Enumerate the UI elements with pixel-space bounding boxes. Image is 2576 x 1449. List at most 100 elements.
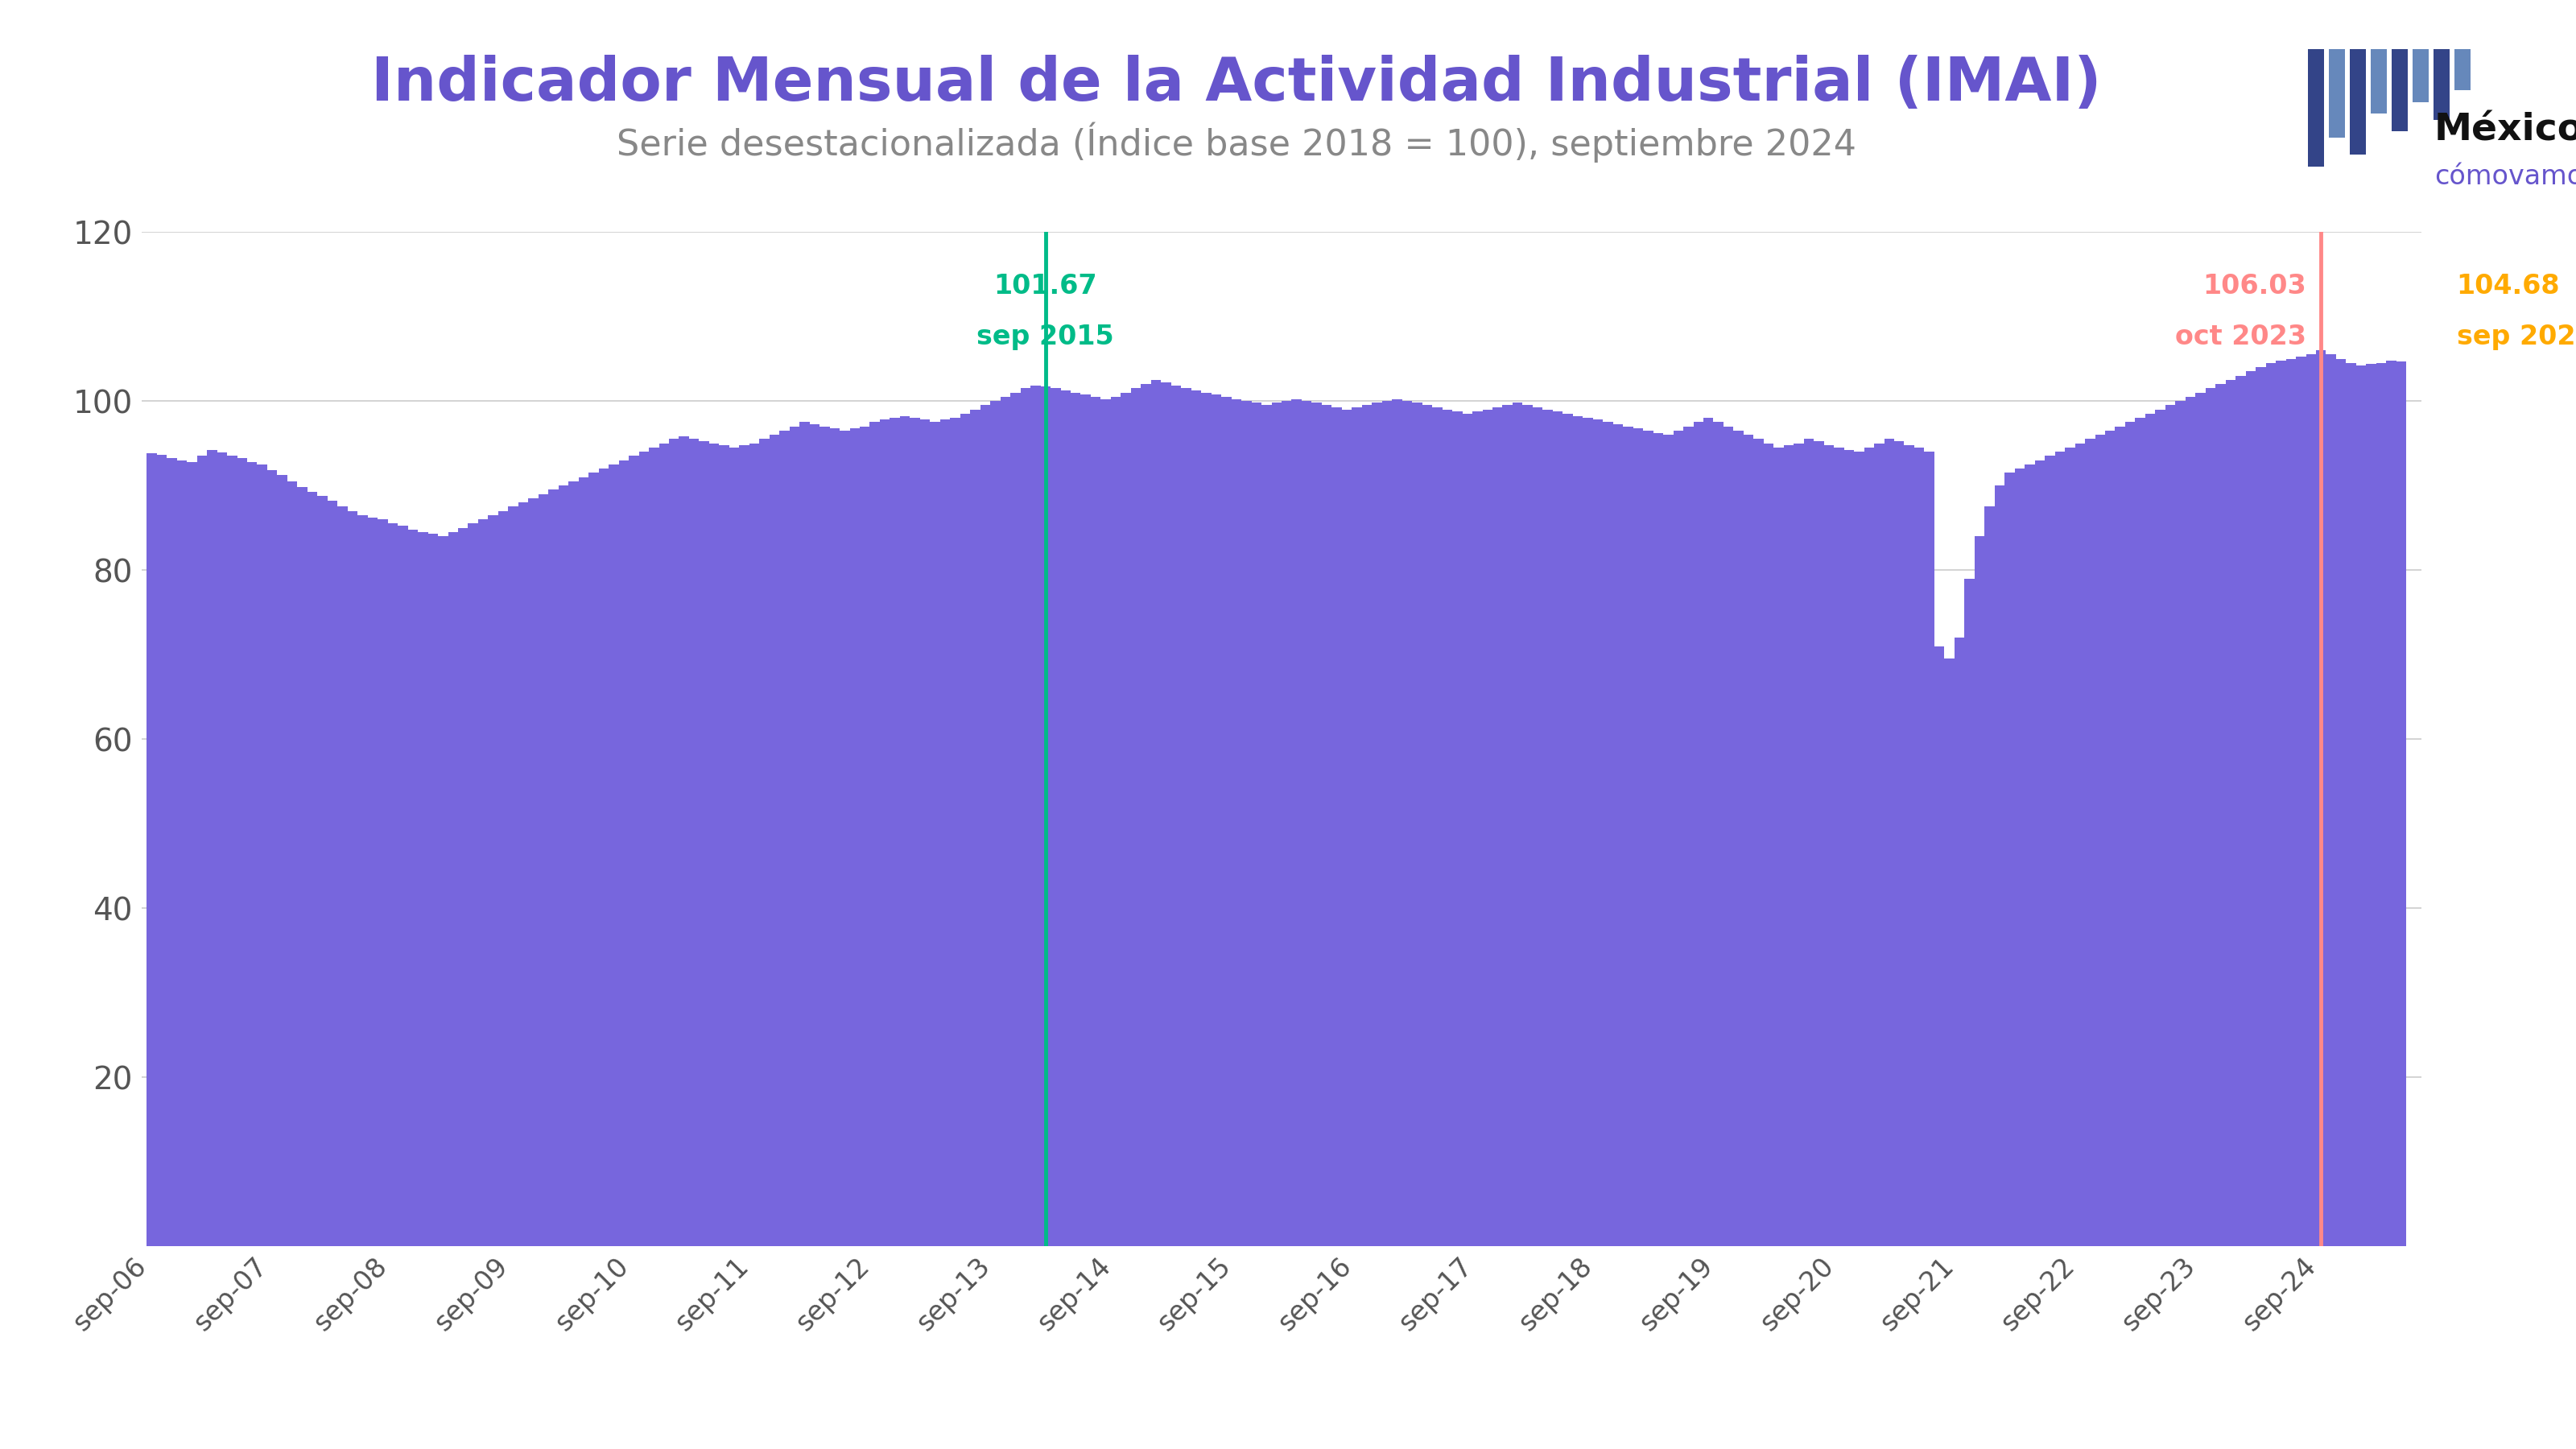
Bar: [2236, 375, 2246, 1246]
Bar: [2326, 355, 2336, 1246]
Bar: [1512, 403, 1522, 1246]
Bar: [1010, 393, 1020, 1246]
Bar: [2347, 362, 2357, 1246]
Bar: [1412, 403, 1422, 1246]
Bar: [1855, 452, 1865, 1246]
Bar: [1432, 407, 1443, 1246]
Bar: [770, 435, 781, 1246]
Bar: [379, 519, 389, 1246]
Bar: [2329, 49, 2344, 138]
Bar: [317, 496, 327, 1246]
Bar: [1090, 397, 1100, 1246]
Bar: [2004, 472, 2014, 1246]
Bar: [680, 436, 688, 1246]
Bar: [268, 469, 278, 1246]
Bar: [2375, 362, 2385, 1246]
Bar: [2094, 435, 2105, 1246]
Bar: [549, 490, 559, 1246]
Bar: [1151, 380, 1162, 1246]
Bar: [799, 422, 809, 1246]
Bar: [1692, 422, 1703, 1246]
Bar: [989, 401, 999, 1246]
Bar: [920, 420, 930, 1246]
Bar: [1592, 420, 1602, 1246]
Bar: [1291, 398, 1301, 1246]
Bar: [237, 458, 247, 1246]
Bar: [1713, 422, 1723, 1246]
Bar: [1311, 403, 1321, 1246]
Bar: [629, 456, 639, 1246]
Bar: [2308, 49, 2324, 167]
Bar: [1030, 385, 1041, 1246]
Bar: [2174, 401, 2184, 1246]
Bar: [1744, 435, 1754, 1246]
Bar: [1664, 435, 1674, 1246]
Bar: [2414, 49, 2429, 101]
Bar: [178, 461, 188, 1246]
Bar: [1381, 401, 1391, 1246]
Bar: [1172, 385, 1182, 1246]
Bar: [1564, 413, 1574, 1246]
Text: 104.68: 104.68: [2458, 272, 2561, 300]
Bar: [1522, 406, 1533, 1246]
Bar: [2285, 359, 2295, 1246]
Bar: [528, 498, 538, 1246]
Bar: [2066, 448, 2074, 1246]
Bar: [1914, 448, 1924, 1246]
Bar: [2349, 49, 2365, 155]
Bar: [1533, 407, 1543, 1246]
Bar: [167, 458, 178, 1246]
Bar: [1182, 388, 1190, 1246]
Bar: [2295, 356, 2306, 1246]
Bar: [518, 503, 528, 1246]
Bar: [507, 507, 518, 1246]
Bar: [2136, 417, 2146, 1246]
Bar: [850, 427, 860, 1246]
Bar: [670, 439, 680, 1246]
Bar: [961, 413, 971, 1246]
Bar: [971, 409, 981, 1246]
Bar: [1363, 406, 1373, 1246]
Bar: [1754, 439, 1765, 1246]
Bar: [2166, 406, 2174, 1246]
Bar: [1765, 443, 1775, 1246]
Bar: [307, 493, 317, 1246]
Bar: [1553, 412, 1564, 1246]
Bar: [538, 494, 549, 1246]
Bar: [649, 448, 659, 1246]
Bar: [2396, 361, 2406, 1246]
Bar: [1352, 407, 1363, 1246]
Bar: [739, 445, 750, 1246]
Bar: [1984, 507, 1994, 1246]
Bar: [1723, 426, 1734, 1246]
Bar: [389, 523, 397, 1246]
Bar: [196, 456, 206, 1246]
Text: Indicador Mensual de la Actividad Industrial (IMAI): Indicador Mensual de la Actividad Indust…: [371, 55, 2102, 113]
Bar: [348, 511, 358, 1246]
Text: sep 2015: sep 2015: [976, 323, 1115, 351]
Bar: [1543, 409, 1553, 1246]
Bar: [1373, 403, 1381, 1246]
Bar: [1463, 413, 1473, 1246]
Bar: [2336, 359, 2347, 1246]
Bar: [428, 533, 438, 1246]
Bar: [1734, 430, 1744, 1246]
Text: cómovamos: cómovamos: [2434, 164, 2576, 190]
Bar: [1775, 448, 1783, 1246]
Bar: [2125, 422, 2136, 1246]
Bar: [469, 523, 479, 1246]
Bar: [2257, 367, 2267, 1246]
Bar: [1481, 409, 1492, 1246]
Bar: [1924, 452, 1935, 1246]
Bar: [1273, 403, 1283, 1246]
Bar: [809, 425, 819, 1246]
Bar: [479, 519, 489, 1246]
Bar: [1252, 403, 1262, 1246]
Text: 106.03: 106.03: [2202, 272, 2306, 300]
Bar: [1703, 417, 1713, 1246]
Bar: [829, 427, 840, 1246]
Bar: [860, 426, 871, 1246]
Bar: [1976, 536, 1984, 1246]
Bar: [698, 442, 708, 1246]
Bar: [1211, 394, 1221, 1246]
